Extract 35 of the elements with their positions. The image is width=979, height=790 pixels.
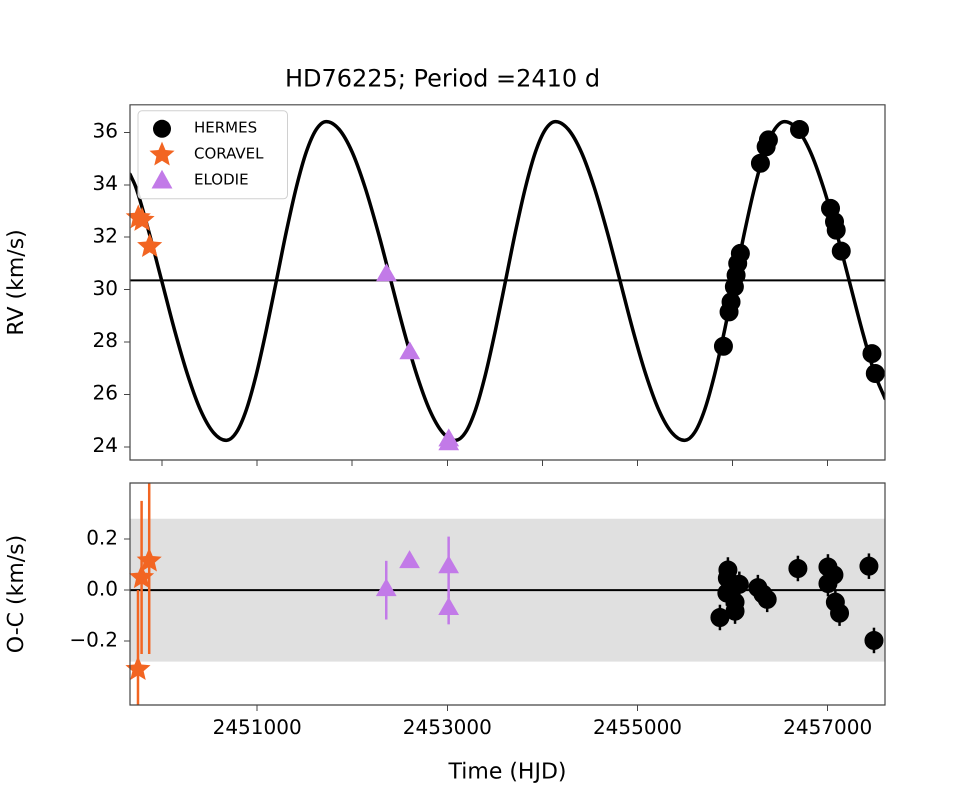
y-axis-title: RV (km/s) [4,229,29,336]
point [862,344,882,364]
x-tick-label: 2455000 [592,715,682,740]
point [790,120,810,139]
point [714,336,733,356]
y-tick-label: 30 [92,276,118,300]
y-tick-label: 24 [92,433,118,458]
y-axis-title: O-C (km/s) [4,534,29,654]
x-tick-label: 2457000 [783,715,872,740]
point [864,630,884,650]
y-tick-label: 0.2 [86,525,118,550]
chart-title: HD76225; Period =2410 d [284,64,600,93]
legend-label: CORAVEL [194,144,264,163]
x-axis-title: Time (HJD) [448,760,566,785]
y-tick-label: 28 [92,328,118,352]
y-tick-label: 26 [92,380,118,405]
point [830,604,850,623]
point [758,590,777,609]
y-tick-label: 34 [92,170,118,195]
point [818,574,838,594]
point [866,364,885,383]
y-tick-label: 32 [92,223,118,248]
y-tick-label: 0.0 [86,576,118,600]
legend-label: ELODIE [194,170,249,189]
y-tick-label: 36 [92,118,118,143]
x-tick-label: 2451000 [212,715,302,740]
point [832,242,851,261]
point [137,233,162,258]
legend-label: HERMES [194,118,258,137]
y-tick-label: −0.2 [69,627,118,652]
point [710,608,730,627]
point [859,556,878,576]
x-tick-label: 2453000 [402,715,492,740]
point [750,154,770,173]
point [788,558,808,578]
